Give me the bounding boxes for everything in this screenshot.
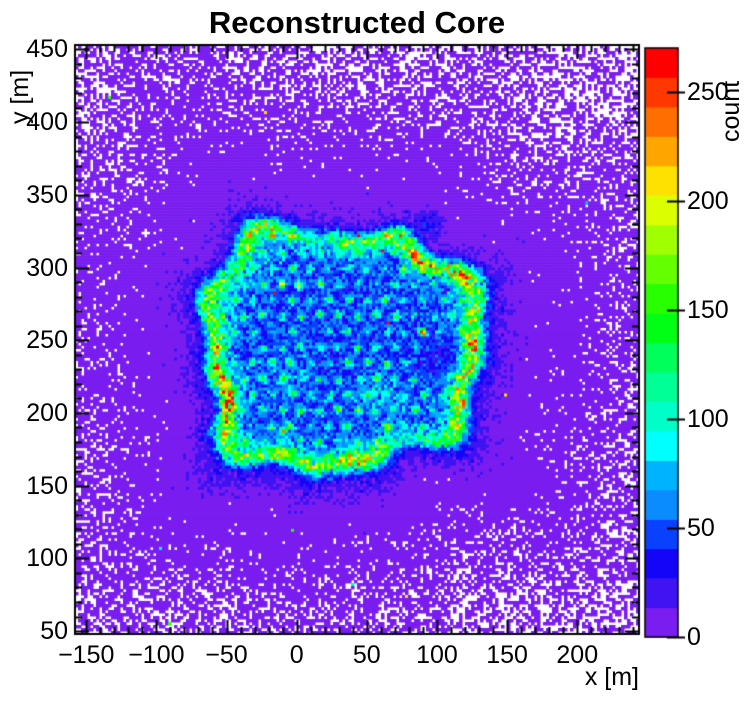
y-tick-label: 250 (26, 326, 68, 355)
colorbar-tick-label: 100 (687, 404, 729, 433)
x-tick-label: 100 (416, 641, 458, 669)
x-tick-label: −150 (58, 641, 115, 669)
colorbar-tick-label: 200 (687, 186, 729, 215)
colorbar-tick-label: 50 (687, 513, 715, 542)
y-tick-label: 450 (26, 35, 68, 64)
x-axis-title: x [m] (584, 663, 639, 691)
y-tick-label: 100 (26, 544, 68, 573)
colorbar-tick-label: 250 (687, 77, 729, 106)
x-tick-label: −50 (205, 641, 248, 669)
colorbar-tick-label: 0 (687, 623, 701, 651)
x-tick-label: 150 (486, 641, 528, 669)
y-tick-label: 400 (26, 108, 68, 137)
y-tick-label: 300 (26, 253, 68, 282)
x-tick-label: −100 (128, 641, 185, 669)
x-tick-label: 50 (352, 641, 381, 669)
y-tick-label: 150 (26, 471, 68, 500)
x-tick-label: 200 (556, 641, 599, 669)
colorbar-tick-label: 150 (687, 295, 729, 324)
plot-title: Reconstructed Core (208, 5, 506, 40)
y-tick-label: 350 (26, 180, 68, 209)
y-tick-label: 200 (26, 398, 68, 427)
y-tick-label: 50 (40, 617, 68, 646)
x-tick-label: 0 (289, 641, 304, 669)
